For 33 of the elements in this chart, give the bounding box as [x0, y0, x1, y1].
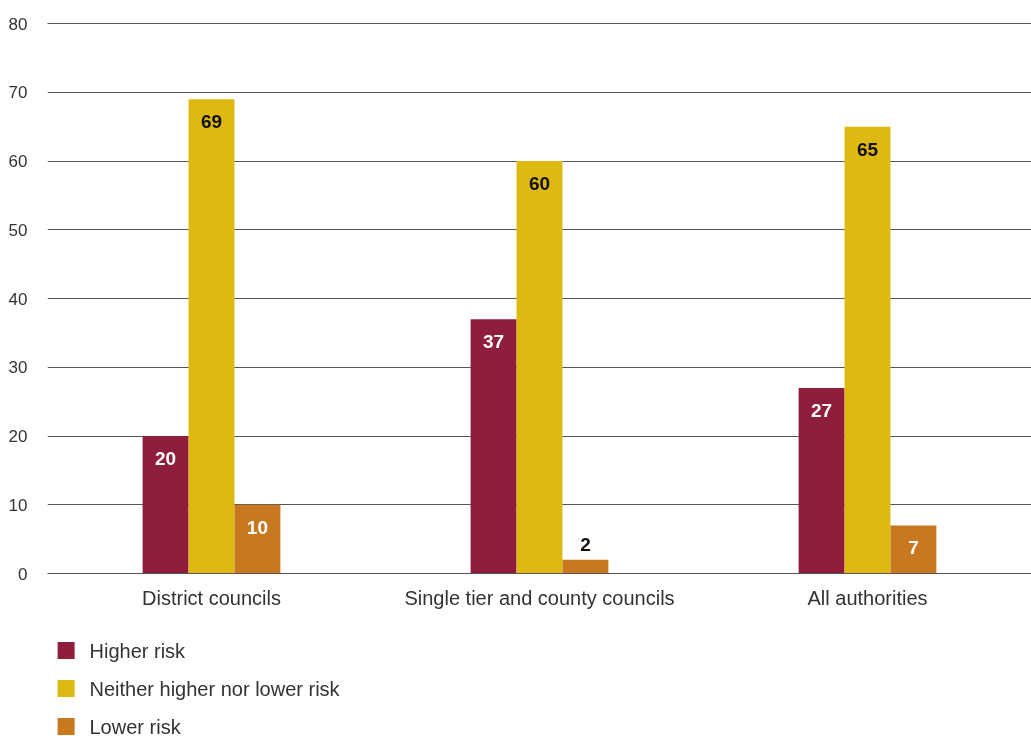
data-label: 10: [246, 516, 268, 538]
data-label: 2: [580, 533, 591, 555]
y-tick-label: 40: [8, 289, 28, 309]
bar: [234, 504, 281, 574]
y-tick-label: 30: [8, 358, 28, 378]
y-tick-label: 50: [8, 220, 28, 240]
data-label: 27: [811, 399, 833, 421]
x-tick-label: District councils: [142, 586, 281, 609]
bar: [798, 387, 845, 574]
bar: [844, 126, 891, 574]
data-label: 69: [200, 111, 223, 133]
legend-label: Lower risk: [89, 715, 182, 736]
data-label: 7: [908, 537, 919, 559]
data-label: 65: [856, 138, 879, 160]
y-tick-label: 70: [8, 83, 28, 103]
y-tick-label: 0: [18, 564, 28, 584]
y-tick-label: 10: [8, 495, 28, 515]
x-tick-label: All authorities: [807, 586, 928, 609]
legend-label: Neither higher nor lower risk: [89, 677, 341, 700]
data-label: 37: [483, 331, 505, 353]
data-label: 60: [528, 173, 551, 194]
bar: [188, 99, 235, 574]
y-tick-label: 60: [8, 152, 28, 171]
y-tick-label: 20: [8, 427, 28, 446]
bar: [562, 559, 609, 574]
legend-label: Higher risk: [89, 639, 187, 662]
x-tick-label: Single tier and county councils: [404, 586, 675, 609]
data-label: 20: [155, 448, 177, 469]
bar: [142, 436, 189, 574]
bar: [470, 319, 517, 574]
y-tick-label: 80: [8, 14, 28, 34]
bar: [890, 525, 937, 574]
bar: [516, 161, 563, 574]
